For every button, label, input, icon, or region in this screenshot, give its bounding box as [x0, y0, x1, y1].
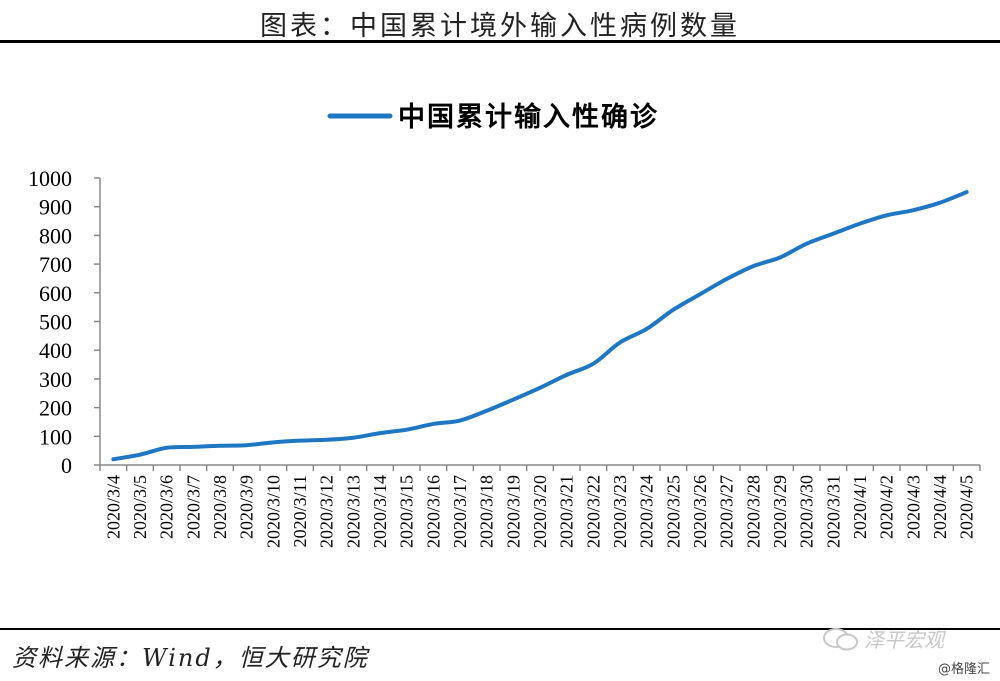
y-tick-label: 300 [39, 367, 72, 392]
top-rule [0, 40, 1000, 43]
x-tick-label: 2020/3/16 [423, 475, 443, 548]
legend-label: 中国累计输入性确诊 [398, 101, 659, 133]
y-tick-label: 700 [39, 252, 72, 277]
y-tick-label: 0 [61, 453, 72, 478]
x-tick-label: 2020/3/4 [103, 475, 123, 539]
x-tick-label: 2020/3/18 [477, 475, 497, 548]
y-tick-label: 900 [39, 195, 72, 220]
series-line [111, 190, 969, 462]
x-tick-label: 2020/3/25 [663, 475, 683, 548]
x-tick-label: 2020/4/4 [930, 475, 950, 539]
x-tick-label: 2020/3/22 [583, 475, 603, 548]
x-tick-label: 2020/3/11 [290, 475, 310, 547]
x-tick-label: 2020/3/21 [557, 475, 577, 548]
legend: 中国累计输入性确诊 [327, 101, 659, 133]
wechat-icon [823, 628, 858, 651]
x-axis-ticks: 2020/3/4 2020/3/5 2020/3/6 2020/3/7 2020/3/8… [99, 465, 981, 548]
bottom-rule [0, 628, 1000, 630]
y-tick-label: 100 [39, 424, 72, 449]
x-tick-label: 2020/3/29 [770, 475, 790, 548]
x-tick-label: 2020/3/28 [743, 475, 763, 548]
x-tick-label: 2020/3/10 [263, 475, 283, 548]
axes [99, 178, 980, 466]
x-tick-label: 2020/3/23 [610, 475, 630, 548]
x-tick-label: 2020/3/14 [370, 475, 390, 548]
x-tick-label: 2020/3/17 [450, 475, 470, 548]
y-tick-label: 200 [39, 396, 72, 421]
x-tick-label: 2020/3/6 [157, 475, 177, 539]
x-tick-label: 2020/3/7 [183, 475, 203, 539]
watermark: 泽平宏观 [864, 628, 944, 652]
credit: @格隆汇 [937, 662, 990, 677]
x-tick-label: 2020/4/5 [957, 475, 977, 539]
source-note: 资料来源：Wind，恒大研究院 [12, 644, 369, 672]
y-axis-ticks: 0 100 200 300 400 500 600 700 800 900 1000 [28, 166, 100, 478]
x-tick-label: 2020/3/20 [530, 475, 550, 548]
x-tick-label: 2020/3/9 [237, 475, 257, 539]
x-tick-label: 2020/3/12 [317, 475, 337, 548]
x-tick-label: 2020/4/3 [903, 475, 923, 539]
x-tick-label: 2020/4/2 [877, 475, 897, 539]
x-tick-label: 2020/3/15 [397, 475, 417, 548]
y-tick-label: 500 [39, 310, 72, 335]
x-tick-label: 2020/3/26 [690, 475, 710, 548]
y-tick-label: 400 [39, 338, 72, 363]
x-tick-label: 2020/3/13 [343, 475, 363, 548]
y-tick-label: 800 [39, 223, 72, 248]
y-tick-label: 1000 [28, 166, 72, 191]
x-tick-label: 2020/3/19 [503, 475, 523, 548]
x-tick-label: 2020/3/24 [637, 475, 657, 548]
x-tick-label: 2020/3/8 [210, 475, 230, 539]
y-tick-label: 600 [39, 281, 72, 306]
chart-title: 图表：中国累计境外输入性病例数量 [260, 11, 740, 42]
x-tick-label: 2020/3/30 [797, 475, 817, 548]
x-tick-label: 2020/3/31 [823, 475, 843, 548]
x-tick-label: 2020/4/1 [850, 475, 870, 539]
x-tick-label: 2020/3/5 [130, 475, 150, 539]
x-tick-label: 2020/3/27 [717, 475, 737, 548]
